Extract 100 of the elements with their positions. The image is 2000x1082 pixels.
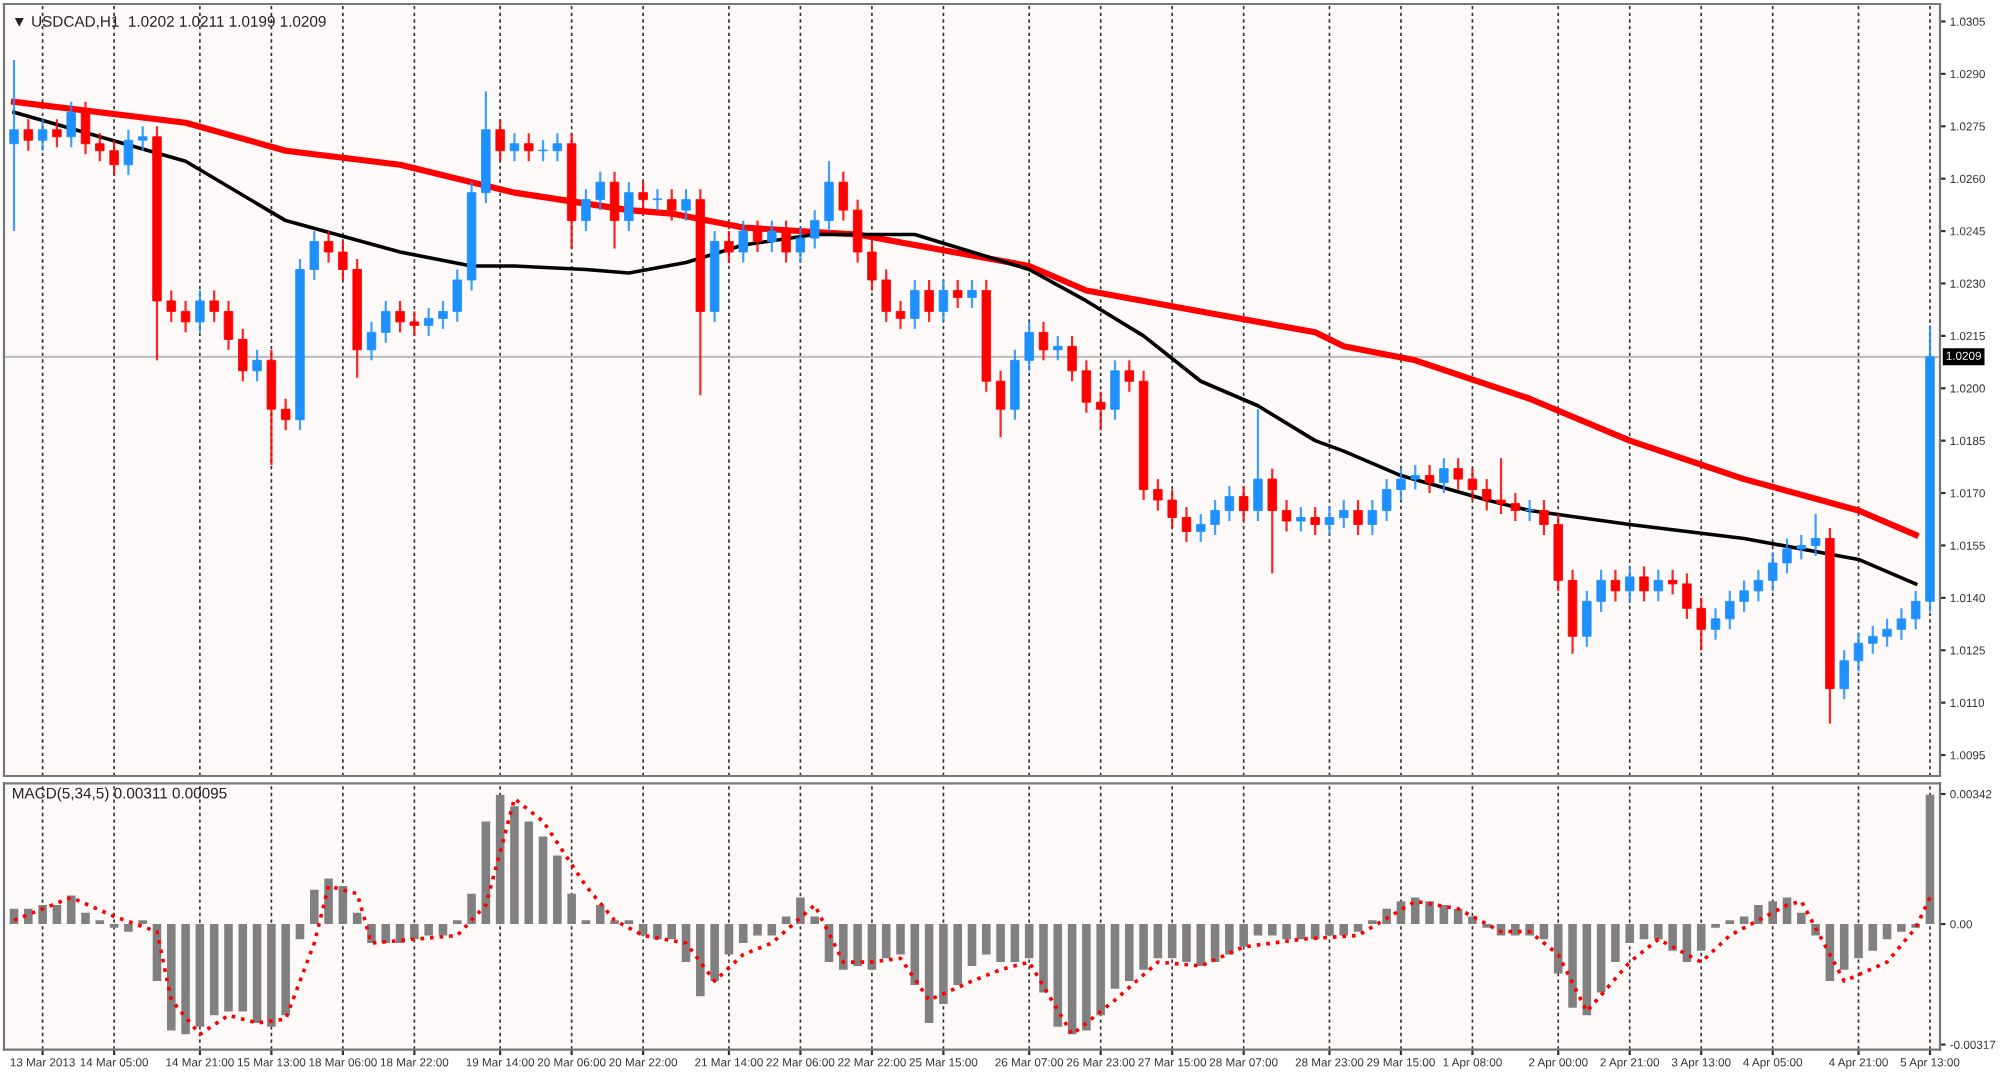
candlestick xyxy=(1667,568,1678,596)
candlestick xyxy=(1153,477,1163,512)
candlestick xyxy=(1896,607,1907,641)
candlestick xyxy=(323,229,334,264)
candlestick xyxy=(1067,334,1077,383)
candlestick xyxy=(1710,607,1721,641)
bar xyxy=(309,889,319,925)
candlestick xyxy=(1596,568,1606,613)
bar xyxy=(81,912,90,925)
bar xyxy=(1010,924,1020,963)
candlestick xyxy=(952,278,963,310)
candlestick xyxy=(1696,596,1706,652)
bar xyxy=(424,924,433,936)
bar xyxy=(1053,924,1063,1027)
candlestick xyxy=(1882,617,1892,648)
bar xyxy=(1668,924,1677,951)
bar xyxy=(1839,924,1849,970)
candlestick xyxy=(1524,498,1535,523)
candlestick xyxy=(1482,477,1492,512)
bar xyxy=(839,924,848,970)
candlestick xyxy=(252,348,262,383)
bar xyxy=(1768,901,1777,925)
candlestick xyxy=(667,188,677,222)
candlestick xyxy=(452,268,462,323)
candlestick xyxy=(1038,320,1049,362)
candlestick xyxy=(538,139,548,163)
candlestick xyxy=(1910,589,1921,631)
bar xyxy=(281,924,290,1016)
bar xyxy=(1296,924,1306,940)
bar xyxy=(1024,924,1034,959)
candlestick xyxy=(1753,568,1764,603)
bar xyxy=(124,924,133,932)
candlestick xyxy=(409,310,420,337)
candlestick xyxy=(338,240,348,282)
candlestick xyxy=(1768,551,1778,592)
bar xyxy=(1225,924,1234,955)
bar xyxy=(1182,924,1191,963)
candlestick xyxy=(1625,565,1635,603)
candlestick xyxy=(1367,498,1378,537)
bar xyxy=(853,924,862,966)
bar xyxy=(881,924,891,959)
bar xyxy=(567,893,576,925)
bar xyxy=(1325,924,1334,936)
bar xyxy=(1682,924,1692,963)
candlestick xyxy=(1124,359,1134,393)
bar xyxy=(738,924,748,944)
bar xyxy=(924,924,934,1023)
bar xyxy=(209,924,219,1016)
bar xyxy=(524,821,534,925)
candlestick xyxy=(223,299,234,351)
bar xyxy=(381,924,391,944)
candlestick xyxy=(1053,334,1063,362)
candlestick xyxy=(1196,512,1206,544)
candlestick xyxy=(1081,359,1092,414)
bar xyxy=(1382,908,1391,925)
candlestick xyxy=(895,299,906,330)
bar xyxy=(1282,924,1291,940)
candlestick xyxy=(795,226,806,264)
bar xyxy=(867,924,877,970)
bar xyxy=(1511,924,1520,936)
bar xyxy=(810,916,820,925)
bar xyxy=(982,924,991,955)
candlestick xyxy=(852,198,863,264)
candlestick xyxy=(1396,467,1406,502)
bar xyxy=(1625,924,1635,944)
bar xyxy=(1110,924,1120,989)
bar xyxy=(710,924,719,982)
bar xyxy=(1739,916,1749,925)
candlestick xyxy=(52,118,62,149)
bar xyxy=(1797,912,1806,925)
candlestick xyxy=(23,118,34,152)
candlestick xyxy=(767,219,777,254)
candlestick xyxy=(1024,320,1034,372)
bar xyxy=(410,924,419,940)
candlestick xyxy=(1353,498,1363,537)
bar xyxy=(1925,794,1935,925)
candlestick xyxy=(1582,589,1592,648)
bar xyxy=(1654,924,1663,940)
bar xyxy=(696,924,705,997)
candlestick xyxy=(137,125,148,152)
bar xyxy=(1082,924,1091,1031)
bar xyxy=(167,924,176,1031)
bar xyxy=(781,916,791,925)
candlestick xyxy=(209,289,219,323)
candlestick xyxy=(180,299,191,334)
bar xyxy=(996,924,1005,963)
candlestick xyxy=(910,278,920,330)
bar xyxy=(896,924,905,955)
bar xyxy=(1854,924,1863,959)
bar xyxy=(1067,924,1077,1035)
candlestick xyxy=(1853,631,1864,673)
candlestick xyxy=(1110,359,1120,421)
bar xyxy=(967,924,977,966)
candlestick xyxy=(1467,467,1478,502)
candlestick xyxy=(509,132,520,163)
candlestick xyxy=(495,118,505,163)
candlestick xyxy=(95,132,105,163)
bar xyxy=(538,836,548,925)
bar xyxy=(939,924,948,1004)
candlestick xyxy=(1339,498,1349,530)
